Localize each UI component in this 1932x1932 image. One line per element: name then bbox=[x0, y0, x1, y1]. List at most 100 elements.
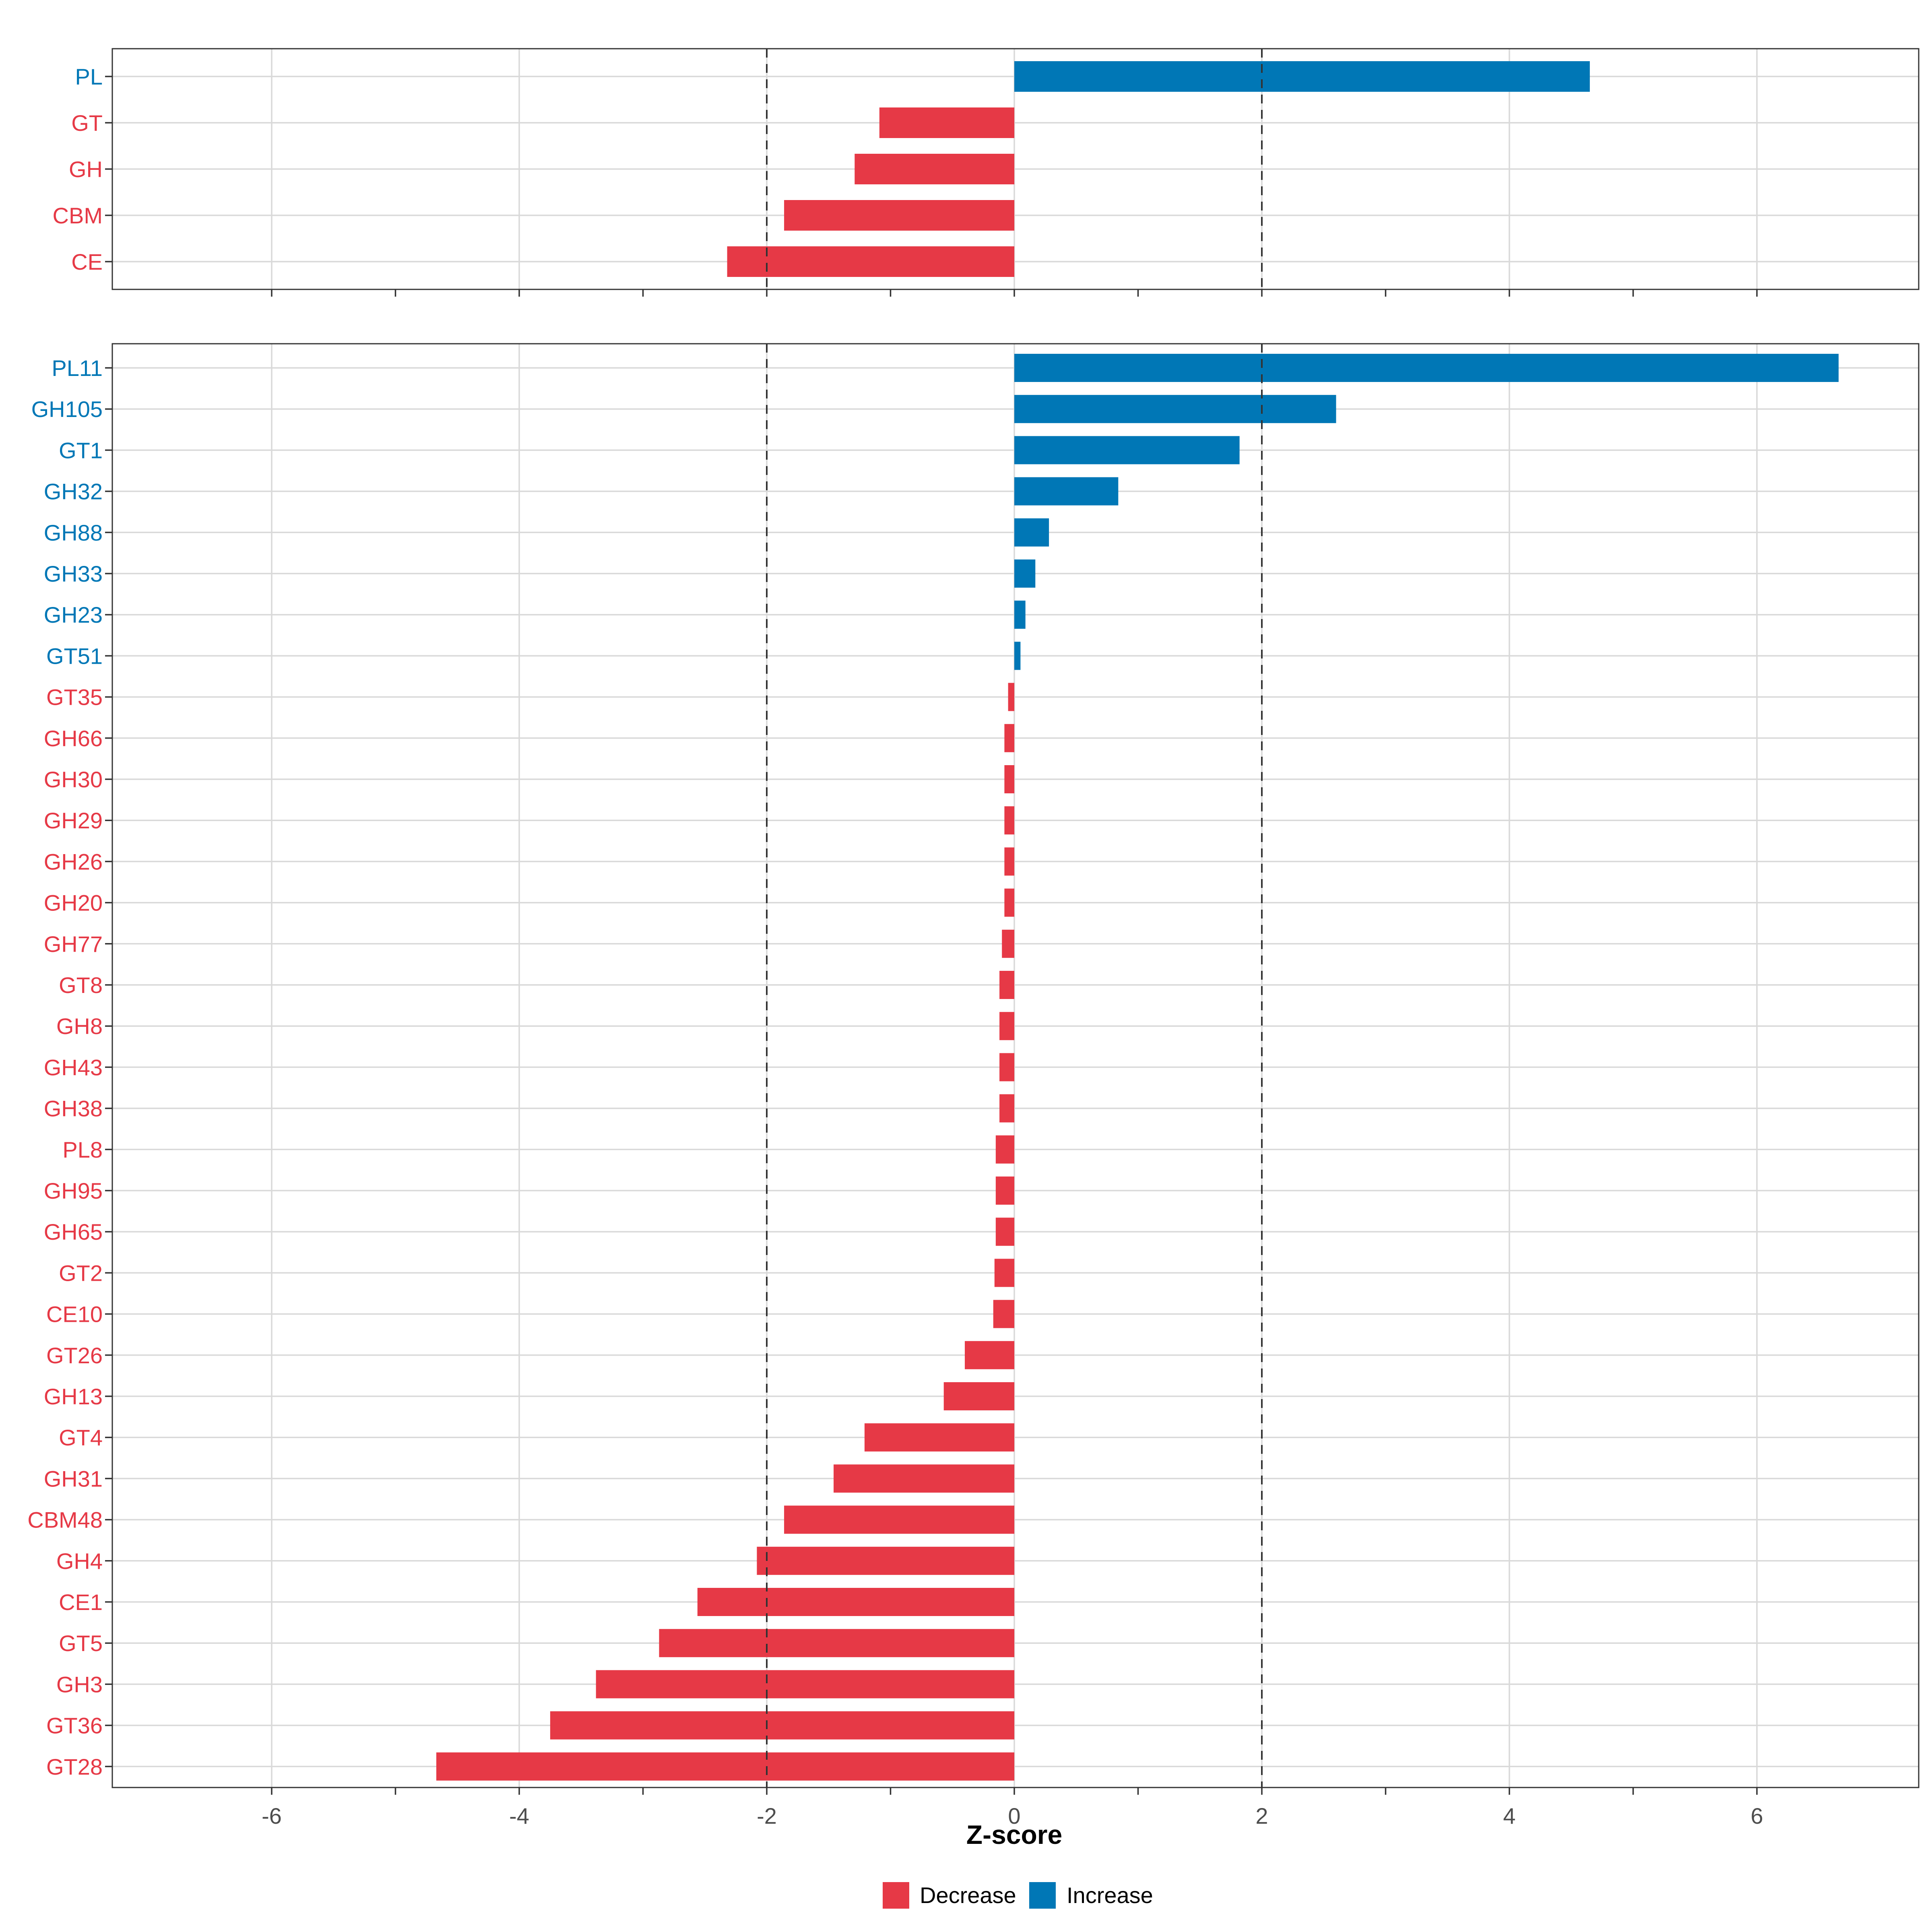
x-tick-label: 4 bbox=[1503, 1803, 1515, 1829]
bar-gh105 bbox=[1014, 395, 1336, 423]
bar-gh95 bbox=[995, 1177, 1014, 1205]
y-label-ce: CE bbox=[71, 249, 103, 275]
bar-pl8 bbox=[995, 1135, 1014, 1164]
bar-gh66 bbox=[1004, 724, 1014, 752]
x-tick-label: -6 bbox=[262, 1803, 282, 1829]
legend-swatch-increase bbox=[1029, 1882, 1056, 1909]
bar-gt4 bbox=[864, 1423, 1014, 1452]
y-label-gh66: GH66 bbox=[44, 726, 103, 751]
bar-ce10 bbox=[993, 1300, 1014, 1328]
y-label-pl11: PL11 bbox=[52, 355, 103, 381]
y-label-gh32: GH32 bbox=[44, 479, 103, 504]
bar-gh29 bbox=[1004, 806, 1014, 835]
y-label-gh29: GH29 bbox=[44, 808, 103, 833]
bar-cbm bbox=[784, 200, 1014, 231]
y-label-pl8: PL8 bbox=[62, 1137, 103, 1162]
y-label-gh105: GH105 bbox=[31, 396, 103, 422]
x-tick-label: -2 bbox=[757, 1803, 777, 1829]
bar-pl bbox=[1014, 61, 1590, 92]
bar-gt51 bbox=[1014, 642, 1021, 670]
bar-gh bbox=[855, 154, 1014, 184]
y-label-gh95: GH95 bbox=[44, 1178, 103, 1203]
bar-gt35 bbox=[1008, 683, 1014, 711]
y-label-gh38: GH38 bbox=[44, 1096, 103, 1121]
legend-label-increase: Increase bbox=[1067, 1882, 1153, 1908]
y-label-gh31: GH31 bbox=[44, 1466, 103, 1491]
bar-gt26 bbox=[965, 1341, 1014, 1369]
y-label-gt26: GT26 bbox=[46, 1343, 103, 1368]
y-label-gt35: GT35 bbox=[46, 685, 103, 710]
x-axis: -6 -4 -2 0 2 4 6 bbox=[262, 289, 1763, 1829]
y-label-gt28: GT28 bbox=[46, 1754, 103, 1779]
x-tick-label: 0 bbox=[1008, 1803, 1020, 1829]
bar-gh30 bbox=[1004, 765, 1014, 793]
x-axis-title: Z-score bbox=[966, 1820, 1062, 1849]
bar-gh65 bbox=[995, 1218, 1014, 1246]
y-label-gh26: GH26 bbox=[44, 849, 103, 874]
bars bbox=[436, 61, 1839, 1781]
y-label-gh43: GH43 bbox=[44, 1055, 103, 1080]
x-tick-label: 2 bbox=[1255, 1803, 1268, 1829]
y-label-gt8: GT8 bbox=[59, 972, 103, 998]
legend-swatch-decrease bbox=[883, 1882, 909, 1909]
y-label-gt5: GT5 bbox=[59, 1631, 103, 1656]
y-label-gh88: GH88 bbox=[44, 520, 103, 545]
y-label-gh33: GH33 bbox=[44, 561, 103, 586]
x-tick-label: 6 bbox=[1750, 1803, 1763, 1829]
y-label-gt36: GT36 bbox=[46, 1713, 103, 1738]
bar-gh31 bbox=[834, 1464, 1014, 1493]
bar-gh8 bbox=[999, 1012, 1014, 1040]
bar-gt8 bbox=[999, 971, 1014, 999]
x-tick-label: -4 bbox=[509, 1803, 529, 1829]
bar-gh13 bbox=[943, 1382, 1014, 1410]
y-label-cbm48: CBM48 bbox=[27, 1507, 103, 1533]
bar-gh4 bbox=[757, 1546, 1014, 1575]
y-label-gt1: GT1 bbox=[59, 438, 103, 463]
y-label-ce10: CE10 bbox=[46, 1302, 103, 1327]
bar-gh20 bbox=[1004, 888, 1014, 917]
y-axis-labels: PL GT GH CBM CE PL11 GH105 GT1 GH32 GH88 GH33 GH23 G… bbox=[27, 64, 112, 1779]
y-label-pl: PL bbox=[75, 64, 103, 89]
bar-cbm48 bbox=[784, 1505, 1014, 1534]
bar-gt2 bbox=[994, 1259, 1014, 1287]
bar-ce bbox=[727, 246, 1014, 277]
bar-gh32 bbox=[1014, 477, 1119, 506]
bar-gt1 bbox=[1014, 436, 1240, 464]
bar-gh23 bbox=[1014, 601, 1026, 629]
y-label-gh30: GH30 bbox=[44, 767, 103, 792]
bar-gh33 bbox=[1014, 559, 1036, 588]
y-label-gt4: GT4 bbox=[59, 1425, 103, 1450]
y-label-cbm: CBM bbox=[53, 203, 103, 228]
bar-gt36 bbox=[550, 1711, 1014, 1740]
bar-gh26 bbox=[1004, 847, 1014, 876]
bar-gt28 bbox=[436, 1752, 1014, 1781]
y-label-gh77: GH77 bbox=[44, 931, 103, 957]
bar-gh38 bbox=[999, 1094, 1014, 1123]
panels-background bbox=[112, 49, 1919, 1788]
y-label-gh: GH bbox=[69, 157, 103, 182]
y-label-gt2: GT2 bbox=[59, 1260, 103, 1286]
bar-pl11 bbox=[1014, 354, 1839, 382]
panel-family-border bbox=[111, 343, 1920, 1788]
y-label-ce1: CE1 bbox=[59, 1589, 103, 1615]
bar-ce1 bbox=[697, 1588, 1014, 1616]
y-label-gh20: GH20 bbox=[44, 890, 103, 916]
reference-lines bbox=[766, 49, 1263, 1788]
y-label-gh23: GH23 bbox=[44, 602, 103, 627]
y-label-gh13: GH13 bbox=[44, 1384, 103, 1409]
bar-gt5 bbox=[659, 1629, 1014, 1657]
legend-label-decrease: Decrease bbox=[920, 1882, 1016, 1908]
bar-gh43 bbox=[999, 1053, 1014, 1082]
y-label-gt: GT bbox=[71, 110, 103, 136]
y-label-gh65: GH65 bbox=[44, 1219, 103, 1245]
bar-gh77 bbox=[1002, 929, 1014, 958]
bar-gh3 bbox=[596, 1670, 1014, 1699]
y-label-gt51: GT51 bbox=[46, 643, 103, 669]
y-label-gh8: GH8 bbox=[56, 1013, 103, 1039]
bar-gh88 bbox=[1014, 518, 1049, 547]
legend: Decrease Increase bbox=[883, 1882, 1153, 1909]
y-label-gh4: GH4 bbox=[56, 1548, 103, 1574]
bar-gt bbox=[879, 107, 1014, 138]
y-label-gh3: GH3 bbox=[56, 1672, 103, 1697]
